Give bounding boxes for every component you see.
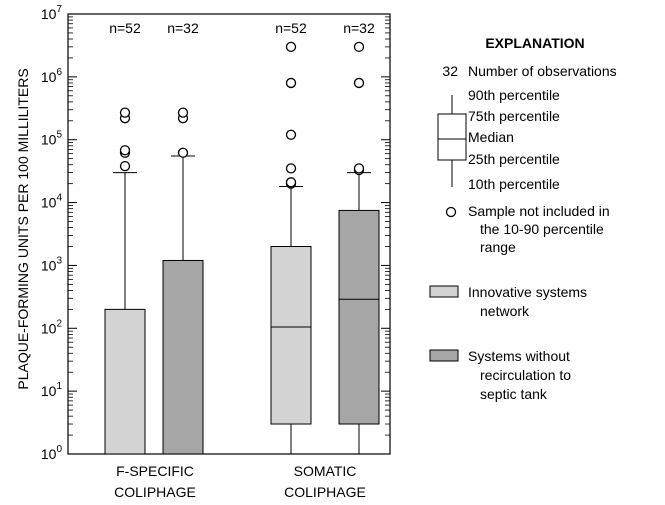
box-iqr [162,259,204,455]
box-iqr [270,246,312,425]
legend-series-name: network [480,303,530,319]
legend-outlier-text: Sample not included in [468,203,610,219]
legend-series-swatch [429,285,459,298]
y-tick-exponent: 3 [56,255,62,266]
legend-series-name: recirculation to [480,367,571,383]
legend-median: Median [468,129,514,145]
outlier-point [285,177,297,188]
explanation-legend: EXPLANATION 32 Number of observations 90th … [429,35,617,402]
y-tick-base: 10 [41,6,57,22]
legend-p90: 90th percentile [468,87,560,103]
y-tick-base: 10 [41,320,57,336]
outlier-point [285,41,297,53]
y-tick-label: 103 [41,255,63,273]
n-label: n=52 [275,20,307,36]
outlier-point [119,160,131,172]
y-tick-exponent: 4 [56,193,62,204]
outlier-point [285,129,297,140]
y-tick-exponent: 0 [56,444,62,455]
y-tick-base: 10 [41,195,57,211]
x-group-label: COLIPHAGE [114,484,196,500]
legend-box [437,113,467,161]
y-tick-base: 10 [41,383,57,399]
legend-n-text: Number of observations [468,63,617,79]
y-axis-label: PLAQUE-FORMING UNITS PER 100 MILLILITERS [15,68,31,389]
y-tick-label: 101 [41,381,63,399]
outlier-point [119,145,131,156]
legend-p10: 10th percentile [468,176,560,192]
legend-series-name: septic tank [480,386,548,402]
legend-series-swatch [429,349,459,362]
y-tick-exponent: 1 [56,381,62,392]
legend-p25: 25th percentile [468,151,560,167]
plot-frame [67,13,391,455]
outlier-point [353,163,365,174]
y-tick-exponent: 5 [56,130,62,141]
y-tick-base: 10 [41,69,57,85]
y-tick-exponent: 2 [56,318,62,329]
y-tick-exponent: 6 [56,67,62,78]
y-tick-label: 104 [41,193,63,211]
y-tick-base: 10 [41,257,57,273]
outlier-point [353,77,365,89]
outlier-point [285,163,297,174]
y-tick-label: 102 [41,318,63,336]
x-group-label: SOMATIC [294,463,357,479]
outlier-point [177,107,189,118]
x-group-label: COLIPHAGE [284,484,366,500]
legend-n-value: 32 [442,63,458,79]
legend-series-name: Systems without [468,348,570,364]
legend-p75: 75th percentile [468,108,560,124]
y-tick-label: 100 [41,444,63,462]
box-iqr [338,209,380,425]
legend-outlier-text: range [480,239,516,255]
y-tick-exponent: 7 [56,4,62,15]
outlier-point [285,77,297,89]
outlier-point [119,107,131,118]
outlier-point [177,147,189,158]
y-tick-label: 107 [41,4,63,22]
y-tick-label: 105 [41,130,63,148]
y-tick-label: 106 [41,67,63,85]
outlier-point [353,41,365,53]
n-label: n=32 [343,20,375,36]
legend-outlier-symbol [445,206,457,218]
legend-series-name: Innovative systems [468,284,587,300]
legend-outlier-text: the 10-90 percentile [480,221,604,237]
x-group-label: F-SPECIFIC [116,463,194,479]
explanation-title: EXPLANATION [485,35,584,51]
n-label: n=32 [167,20,199,36]
y-tick-base: 10 [41,446,57,462]
n-label: n=52 [109,20,141,36]
y-tick-base: 10 [41,132,57,148]
box-iqr [104,308,146,455]
